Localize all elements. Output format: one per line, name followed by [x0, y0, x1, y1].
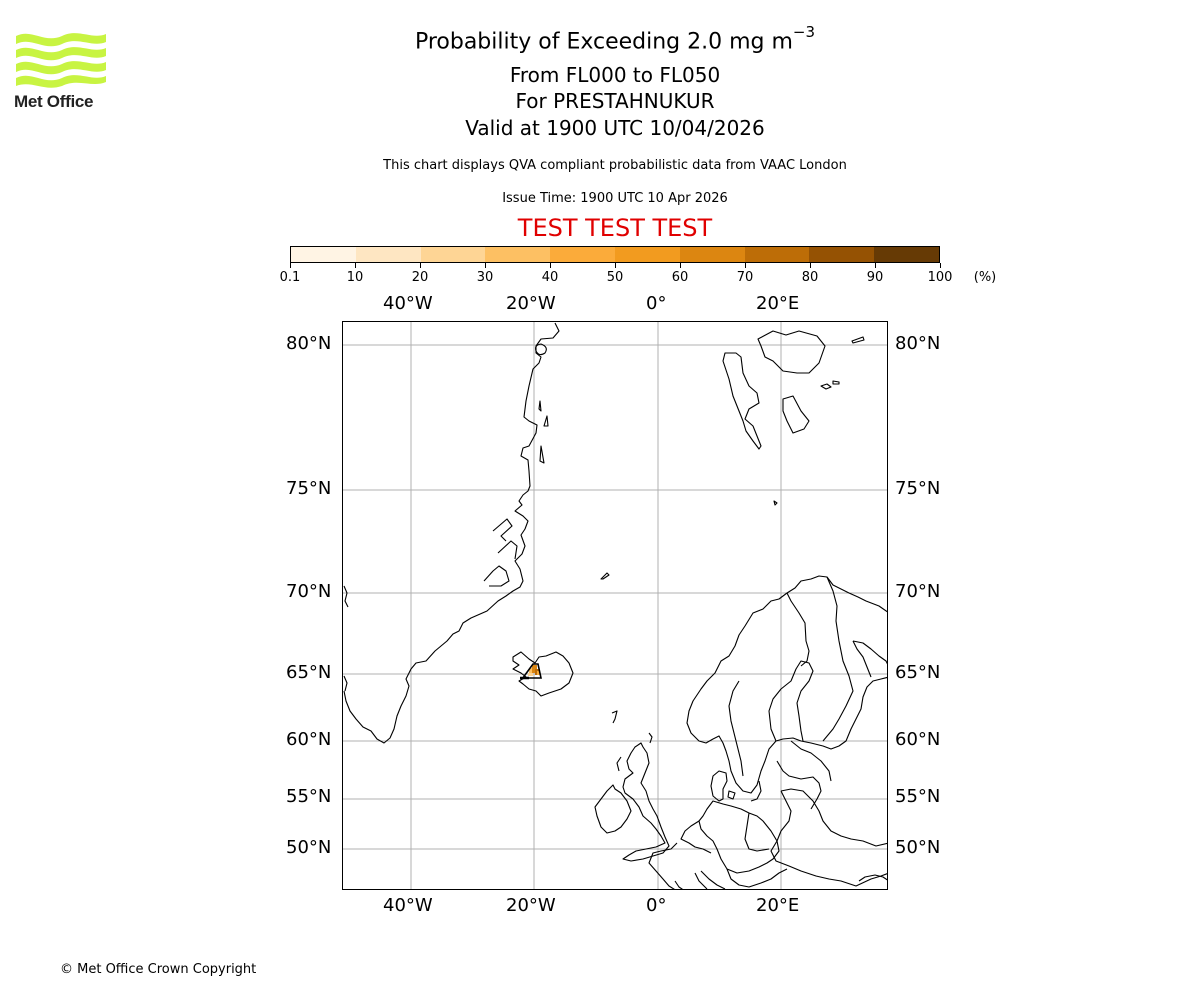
valid-time: Valid at 1900 UTC 10/04/2026 [465, 116, 765, 140]
graticule [343, 322, 887, 889]
colorbar-segment [291, 247, 356, 262]
colorbar-tick [484, 263, 486, 268]
colorbar-unit: (%) [973, 270, 997, 285]
colorbar-tick [809, 263, 811, 268]
colorbar-tick-label: 0.1 [279, 270, 301, 285]
colorbar-tick-label: 20 [411, 270, 429, 285]
issue-time: Issue Time: 1900 UTC 10 Apr 2026 [502, 191, 728, 206]
colorbar-segment [550, 247, 615, 262]
level-range: From FL000 to FL050 [509, 63, 721, 87]
colorbar-tick-label: 100 [927, 270, 953, 285]
colorbar-segment [420, 247, 486, 262]
colorbar-tick [549, 263, 551, 268]
map-canvas [343, 322, 887, 889]
coastlines [343, 322, 887, 889]
met-office-logo: Met Office [14, 30, 108, 112]
colorbar-tick [679, 263, 681, 268]
colorbar-tick-label: 70 [736, 270, 754, 285]
colorbar-segment [874, 247, 939, 262]
colorbar-tick [354, 263, 356, 268]
map-panel[interactable] [342, 321, 888, 890]
colorbar-tick [614, 263, 616, 268]
colorbar-segment [809, 247, 875, 262]
colorbar-tick [289, 263, 291, 268]
colorbar-segment [614, 247, 680, 262]
colorbar-segment [485, 247, 551, 262]
colorbar-segment [679, 247, 745, 262]
colorbar [290, 246, 940, 263]
volcano-name: For PRESTAHNUKUR [515, 89, 715, 113]
copyright: © Met Office Crown Copyright [60, 962, 257, 977]
colorbar-tick-label: 60 [671, 270, 689, 285]
colorbar-tick-label: 80 [801, 270, 819, 285]
colorbar-tick-label: 10 [346, 270, 364, 285]
colorbar-segment [355, 247, 421, 262]
ash-probability-area [520, 663, 542, 680]
description: This chart displays QVA compliant probab… [383, 158, 847, 173]
colorbar-tick-label: 90 [866, 270, 884, 285]
colorbar-tick [874, 263, 876, 268]
logo-text: Met Office [14, 92, 94, 111]
colorbar-tick [419, 263, 421, 268]
colorbar-tick-label: 50 [606, 270, 624, 285]
chart-title: Probability of Exceeding 2.0 mg m−3 [414, 23, 816, 55]
colorbar-segment [744, 247, 810, 262]
colorbar-tick [744, 263, 746, 268]
colorbar-tick-label: 30 [476, 270, 494, 285]
colorbar-tick [939, 263, 941, 268]
test-banner: TEST TEST TEST [517, 214, 713, 242]
wave-logo-icon [16, 33, 106, 88]
colorbar-tick-label: 40 [541, 270, 559, 285]
